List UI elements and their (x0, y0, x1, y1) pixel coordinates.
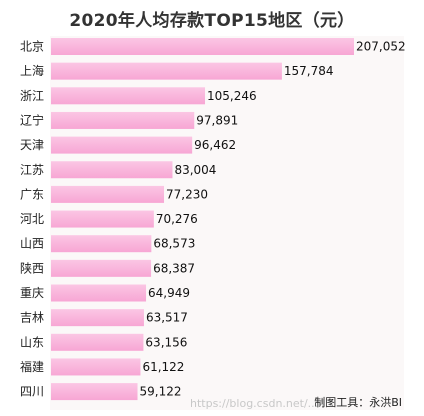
credit-text: 制图工具：永洪BI (314, 396, 402, 409)
value-label: 68,573 (153, 237, 195, 251)
value-label: 70,276 (156, 212, 198, 226)
category-label: 浙江 (20, 89, 44, 103)
bar[interactable] (51, 185, 165, 203)
category-label: 吉林 (20, 311, 44, 325)
bar[interactable] (51, 111, 195, 129)
bar[interactable] (51, 87, 206, 105)
category-label: 北京 (20, 40, 44, 54)
value-label: 68,387 (153, 261, 195, 275)
bar[interactable] (51, 161, 173, 179)
bar[interactable] (51, 383, 138, 401)
category-label: 江苏 (20, 163, 44, 177)
category-label: 辽宁 (20, 112, 44, 127)
value-label: 59,122 (140, 385, 182, 399)
bar[interactable] (51, 62, 282, 80)
value-label: 105,246 (207, 89, 257, 103)
category-label: 陕西 (20, 260, 44, 275)
category-label: 广东 (20, 187, 44, 201)
category-label: 四川 (20, 385, 44, 399)
category-label: 山东 (20, 335, 44, 349)
bar[interactable] (51, 235, 152, 253)
value-label: 83,004 (174, 163, 216, 177)
bar[interactable] (51, 210, 154, 228)
value-label: 77,230 (166, 187, 208, 201)
category-label: 河北 (20, 212, 44, 226)
category-label: 山西 (20, 237, 44, 251)
value-label: 157,784 (284, 64, 334, 78)
category-label: 天津 (20, 138, 44, 152)
value-label: 63,517 (146, 311, 188, 325)
value-label: 207,052 (356, 40, 406, 54)
bar[interactable] (51, 38, 354, 55)
chart-title: 2020年人均存款TOP15地区（元） (69, 11, 355, 31)
category-label: 福建 (20, 359, 44, 374)
watermark: https://blog.csdn.net/...43 (190, 397, 333, 410)
bar[interactable] (51, 136, 193, 154)
bar[interactable] (51, 309, 144, 327)
category-label: 上海 (20, 63, 44, 78)
value-label: 61,122 (142, 360, 184, 374)
bar[interactable] (51, 358, 141, 376)
value-label: 96,462 (194, 138, 236, 152)
bar[interactable] (51, 284, 147, 302)
value-label: 63,156 (145, 335, 187, 349)
value-label: 64,949 (148, 286, 190, 300)
bar[interactable] (51, 333, 144, 351)
bar[interactable] (51, 259, 152, 277)
category-label: 重庆 (20, 286, 44, 300)
value-label: 97,891 (196, 113, 238, 127)
